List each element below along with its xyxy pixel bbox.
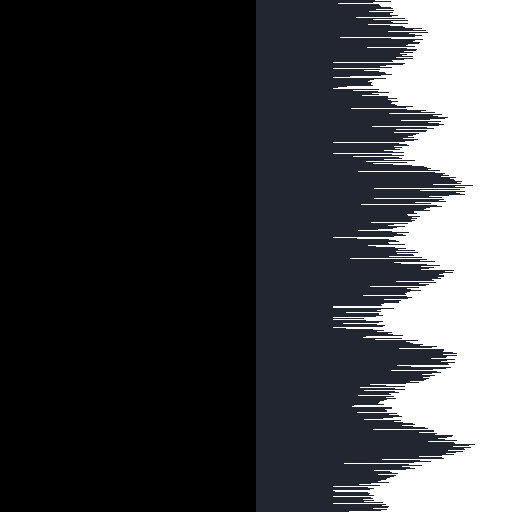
left-black-panel [0, 0, 256, 512]
white-streaks [333, 0, 512, 512]
right-streak-panel [256, 0, 512, 512]
streak-waveform [333, 0, 512, 512]
